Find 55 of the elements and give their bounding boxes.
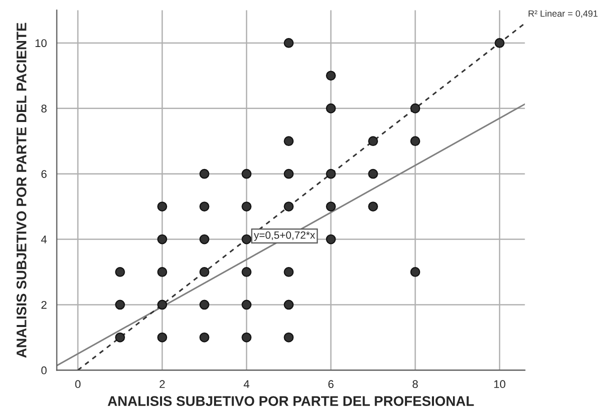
- point: [242, 168, 252, 179]
- point: [284, 332, 294, 342]
- y-tick-label: 6: [41, 170, 47, 178]
- y-tick-label: 2: [41, 300, 46, 309]
- point: [368, 136, 378, 146]
- point: [368, 202, 378, 212]
- point: [242, 332, 252, 342]
- point: [410, 103, 420, 114]
- point: [326, 70, 336, 81]
- point: [368, 168, 378, 179]
- point: [410, 267, 420, 277]
- point: [284, 168, 294, 179]
- point: [284, 267, 294, 277]
- point: [157, 234, 168, 244]
- point: [115, 332, 125, 342]
- point: [199, 202, 210, 212]
- x-tick-label: 2: [160, 380, 165, 388]
- y-tick-label: 8: [41, 104, 47, 113]
- point: [199, 300, 210, 310]
- point: [326, 103, 336, 114]
- point: [115, 300, 125, 310]
- point: [410, 136, 420, 146]
- point: [494, 38, 505, 48]
- point: [284, 202, 294, 212]
- point: [157, 300, 168, 310]
- point: [157, 202, 168, 212]
- point: [242, 202, 252, 212]
- point: [199, 234, 210, 244]
- point: [284, 300, 294, 310]
- y-tick-label: 0: [41, 366, 47, 374]
- point: [115, 267, 125, 277]
- x-tick-label: 8: [412, 380, 418, 388]
- point: [199, 168, 210, 179]
- point: [199, 267, 210, 277]
- point: [157, 332, 168, 342]
- annotation: y=0,5+0,72*x: [254, 231, 316, 241]
- point: [326, 234, 336, 244]
- x-tick-label: 10: [494, 380, 506, 388]
- x-tick-label: 6: [328, 380, 334, 388]
- point: [284, 38, 294, 48]
- point: [326, 202, 336, 212]
- point: [242, 234, 252, 244]
- x-tick-label: 0: [75, 380, 81, 388]
- y-tick-label: 10: [36, 39, 47, 48]
- point: [157, 267, 168, 277]
- point: [284, 136, 294, 146]
- point: [199, 332, 210, 342]
- x-tick-label: 4: [244, 380, 250, 388]
- point: [242, 300, 252, 310]
- x-axis-title: ANALISIS SUBJETIVO POR PARTE DEL PROFESIONAL: [108, 396, 474, 406]
- point: [326, 168, 336, 179]
- y-axis-title: ANALISIS SUBJETIVO POR PARTE DEL PACIENTE: [16, 22, 26, 358]
- y-tick-label: 4: [41, 236, 47, 244]
- point: [242, 267, 252, 277]
- text: R² Linear = 0,491: [528, 10, 598, 18]
